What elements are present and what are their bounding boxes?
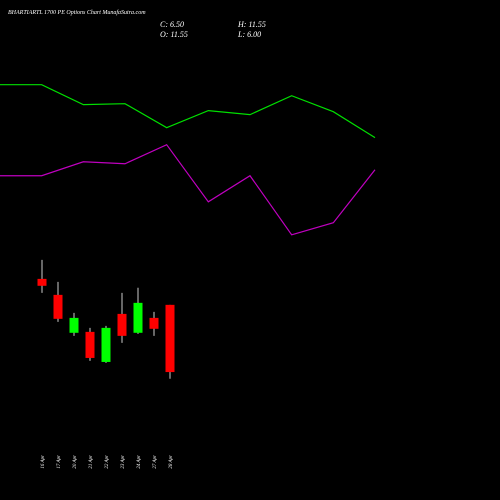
candle-body [37,278,47,286]
x-tick-label: 27 Apr [153,455,158,469]
indicator-line [0,143,376,236]
info-close: C: 6.50 [160,20,184,29]
candle-body [133,302,143,333]
x-tick-label: 22 Apr [105,455,110,469]
candle-body [85,331,95,358]
x-tick-label: 17 Apr [57,455,62,469]
candle-body [165,304,175,373]
x-tick-label: 16 Apr [41,455,46,469]
candle-body [69,317,79,333]
chart-title: BHARTIARTL 1700 PE Options Chart MunafaS… [8,9,146,16]
info-low: L: 6.00 [237,30,261,39]
info-high: H: 11.55 [237,20,266,29]
x-tick-label: 20 Apr [73,455,78,469]
x-tick-label: 21 Apr [89,455,94,469]
info-open: O: 11.55 [160,30,188,39]
candle-body [149,317,159,329]
indicator-line [0,84,376,139]
x-tick-label: 23 Apr [121,455,126,469]
x-tick-label: 24 Apr [137,455,142,469]
candle-body [53,294,63,319]
x-tick-label: 28 Apr [169,455,174,469]
candle-body [101,327,111,362]
candle-body [117,313,127,336]
